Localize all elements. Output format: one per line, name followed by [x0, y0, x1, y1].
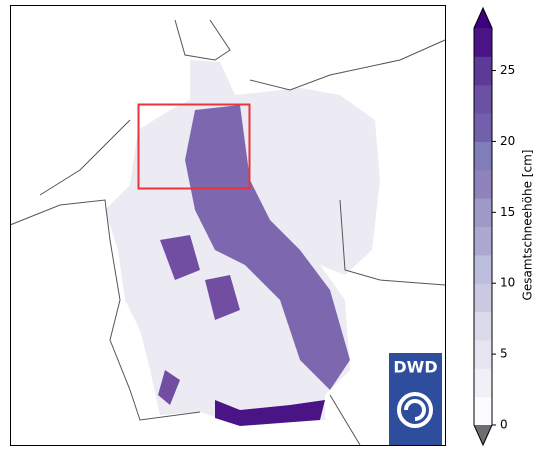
colorbar-tick-label: 0 — [500, 418, 508, 432]
colorbar-over — [474, 8, 492, 28]
colorbar-segment — [474, 254, 492, 284]
snow-heavy — [158, 235, 240, 405]
colorbar-tick-label: 20 — [500, 134, 515, 148]
colorbar-tick-label: 10 — [500, 276, 515, 290]
map-frame — [10, 5, 446, 446]
highlight-box — [137, 103, 251, 190]
colorbar-segment — [474, 141, 492, 171]
logo-text: DWD — [393, 358, 437, 377]
colorbar-segment — [474, 368, 492, 398]
colorbar: Gesamtschneehöhe [cm] 0 5 10 15 20 25 — [473, 6, 535, 447]
snow-heavy — [185, 105, 350, 390]
logo-swirl — [397, 392, 434, 428]
borders — [9, 19, 446, 446]
colorbar-label: Gesamtschneehöhe [cm] — [521, 150, 535, 301]
colorbar-segment — [474, 226, 492, 256]
colorbar-segment — [474, 169, 492, 199]
colorbar-tick-label: 25 — [500, 63, 515, 77]
map: DWD — [9, 5, 446, 446]
colorbar-tick-label: 15 — [500, 205, 515, 219]
colorbar-segment — [474, 56, 492, 86]
colorbar-segment — [474, 198, 492, 227]
colorbar-segment — [474, 113, 492, 142]
colorbar-segment — [474, 283, 492, 313]
snow-heavy — [215, 400, 325, 426]
colorbar-under — [474, 425, 492, 445]
colorbar-segment — [474, 339, 492, 369]
colorbar-segment — [474, 28, 492, 57]
colorbar-segment — [474, 311, 492, 341]
logo — [389, 353, 442, 445]
colorbar-segment — [474, 396, 492, 426]
colorbar-segment — [474, 84, 492, 114]
colorbar-tick-label: 5 — [500, 347, 508, 361]
